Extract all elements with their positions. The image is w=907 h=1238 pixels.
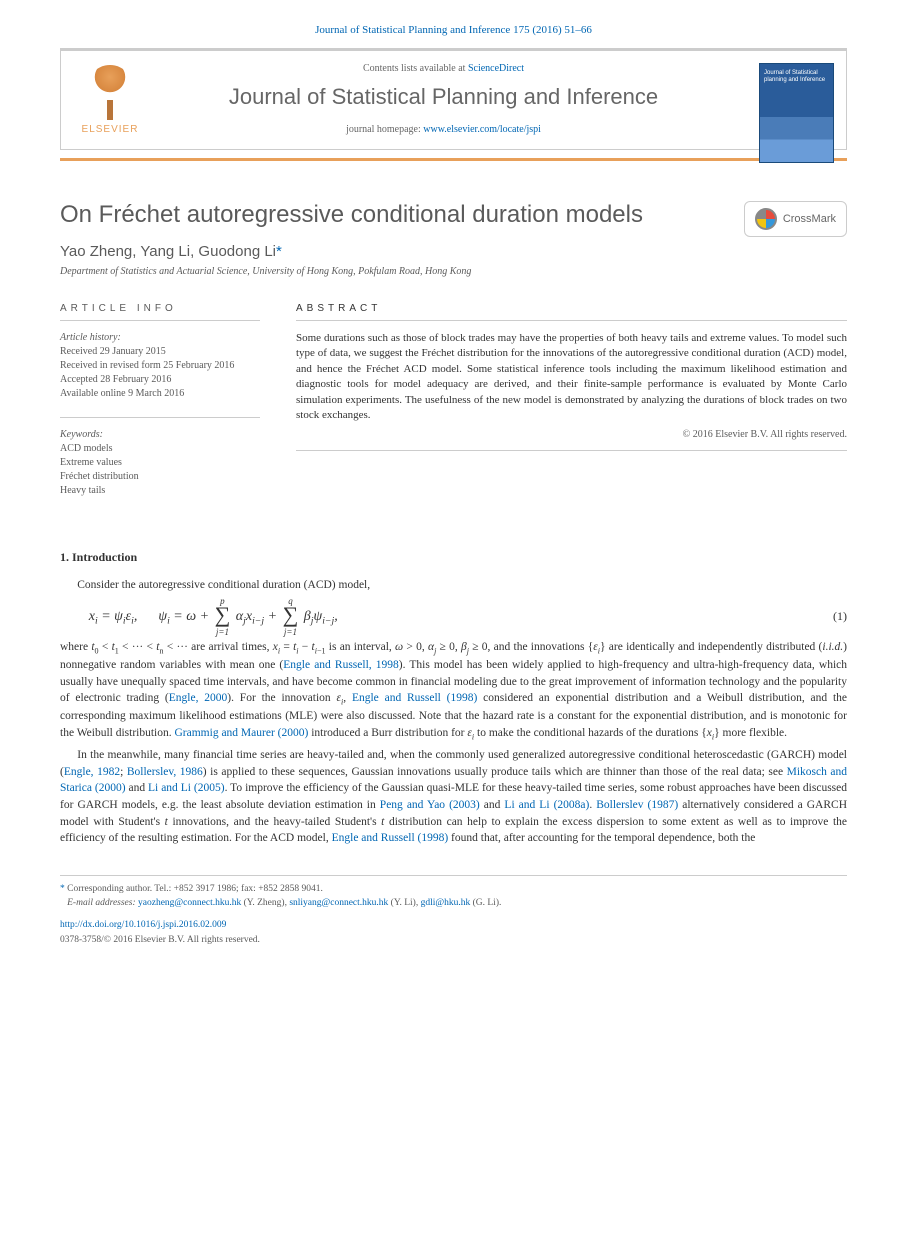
- crossmark-badge[interactable]: CrossMark: [744, 201, 847, 237]
- journal-homepage-line: journal homepage: www.elsevier.com/locat…: [161, 124, 726, 135]
- ref-grammig-maurer-2000[interactable]: Grammig and Maurer (2000): [175, 727, 309, 739]
- journal-title: Journal of Statistical Planning and Infe…: [161, 84, 726, 110]
- history-item: Received 29 January 2015: [60, 346, 166, 357]
- history-item: Accepted 28 February 2016: [60, 374, 171, 385]
- history-item: Available online 9 March 2016: [60, 388, 184, 399]
- elsevier-tree-icon: [85, 65, 135, 120]
- footnotes: * Corresponding author. Tel.: +852 3917 …: [60, 875, 847, 947]
- email-link[interactable]: snliyang@connect.hku.hk: [289, 898, 388, 908]
- journal-cover-thumbnail[interactable]: Journal of Statistical planning and Infe…: [759, 63, 834, 163]
- ref-li-li-2008a[interactable]: Li and Li (2008a): [504, 799, 589, 811]
- article-title: On Fréchet autoregressive conditional du…: [60, 201, 744, 229]
- corresponding-asterisk: *: [276, 243, 282, 260]
- sciencedirect-link[interactable]: ScienceDirect: [468, 63, 524, 74]
- body-text: Consider the autoregressive conditional …: [60, 577, 847, 847]
- keyword: ACD models: [60, 443, 113, 454]
- abstract-rule: [296, 450, 847, 451]
- keywords-block: Keywords: ACD models Extreme values Fréc…: [60, 417, 260, 498]
- corresponding-author-note: * Corresponding author. Tel.: +852 3917 …: [60, 882, 847, 896]
- intro-p1: Consider the autoregressive conditional …: [60, 577, 847, 594]
- equation-1: xi = ψiεi, ψi = ω + p∑j=1 αjxi−j + q∑j=1…: [89, 604, 847, 629]
- email-addresses: E-mail addresses: yaozheng@connect.hku.h…: [60, 896, 847, 910]
- abstract-heading: ABSTRACT: [296, 303, 847, 321]
- ref-engle-russell-1998[interactable]: Engle and Russell, 1998: [283, 659, 399, 671]
- abstract-copyright: © 2016 Elsevier B.V. All rights reserved…: [296, 429, 847, 440]
- orange-divider: [60, 158, 847, 161]
- intro-p3: In the meanwhile, many financial time se…: [60, 747, 847, 847]
- article-info-heading: ARTICLE INFO: [60, 303, 260, 321]
- keyword: Extreme values: [60, 457, 122, 468]
- abstract-text: Some durations such as those of block tr…: [296, 331, 847, 423]
- ref-engle-russell-1998b[interactable]: Engle and Russell (1998): [352, 692, 477, 704]
- equation-number: (1): [833, 608, 847, 625]
- ref-engle-1982[interactable]: Engle, 1982: [64, 766, 120, 778]
- ref-li-li-2005[interactable]: Li and Li (2005): [148, 782, 225, 794]
- elsevier-text: ELSEVIER: [75, 124, 145, 135]
- ref-bollerslev-1987[interactable]: Bollerslev (1987): [596, 799, 678, 811]
- ref-engle-2000[interactable]: Engle, 2000: [169, 692, 228, 704]
- authors-line: Yao Zheng, Yang Li, Guodong Li*: [60, 243, 847, 260]
- history-item: Received in revised form 25 February 201…: [60, 360, 234, 371]
- keyword: Fréchet distribution: [60, 471, 139, 482]
- article-history-block: Article history: Received 29 January 201…: [60, 331, 260, 401]
- email-link[interactable]: yaozheng@connect.hku.hk: [138, 898, 241, 908]
- affiliation: Department of Statistics and Actuarial S…: [60, 266, 847, 277]
- top-citation: Journal of Statistical Planning and Infe…: [0, 0, 907, 48]
- cover-title: Journal of Statistical planning and Infe…: [760, 64, 833, 90]
- history-label: Article history:: [60, 332, 121, 343]
- article-info-column: ARTICLE INFO Article history: Received 2…: [60, 303, 260, 514]
- email-link[interactable]: gdli@hku.hk: [421, 898, 471, 908]
- cover-band-graphic: [760, 117, 833, 162]
- ref-bollerslev-1986[interactable]: Bollerslev, 1986: [127, 766, 203, 778]
- section-1-heading: 1. Introduction: [60, 550, 847, 565]
- elsevier-logo[interactable]: ELSEVIER: [75, 65, 145, 135]
- doi-link[interactable]: http://dx.doi.org/10.1016/j.jspi.2016.02…: [60, 920, 226, 930]
- equation-content: xi = ψiεi, ψi = ω + p∑j=1 αjxi−j + q∑j=1…: [89, 604, 833, 629]
- intro-p2: where t0 < t1 < ··· < tn < ··· are arriv…: [60, 639, 847, 743]
- journal-header-box: ELSEVIER Contents lists available at Sci…: [60, 48, 847, 150]
- contents-available-line: Contents lists available at ScienceDirec…: [161, 63, 726, 74]
- issn-copyright: 0378-3758/© 2016 Elsevier B.V. All right…: [60, 933, 847, 947]
- crossmark-icon: [755, 208, 777, 230]
- journal-homepage-link[interactable]: www.elsevier.com/locate/jspi: [423, 124, 541, 135]
- keyword: Heavy tails: [60, 485, 105, 496]
- abstract-column: ABSTRACT Some durations such as those of…: [296, 303, 847, 514]
- ref-peng-yao-2003[interactable]: Peng and Yao (2003): [380, 799, 480, 811]
- doi-line: http://dx.doi.org/10.1016/j.jspi.2016.02…: [60, 918, 847, 932]
- ref-engle-russell-1998c[interactable]: Engle and Russell (1998): [332, 832, 449, 844]
- citation-link[interactable]: Journal of Statistical Planning and Infe…: [315, 24, 592, 36]
- crossmark-label: CrossMark: [783, 213, 836, 225]
- keywords-label: Keywords:: [60, 429, 103, 440]
